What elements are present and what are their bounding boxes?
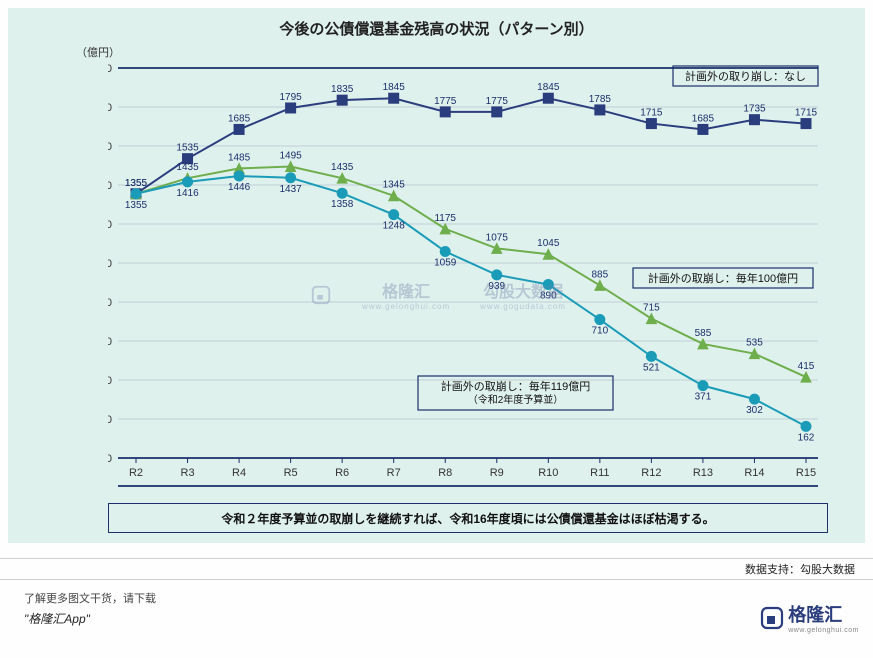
footer-bar: 数据支持： 勾股大数据: [0, 558, 873, 580]
svg-text:1735: 1735: [743, 104, 766, 115]
svg-text:415: 415: [798, 361, 815, 372]
svg-text:1446: 1446: [228, 182, 251, 193]
brand-logo: 格隆汇 www.gelonghui.com: [760, 601, 859, 634]
svg-text:1715: 1715: [795, 108, 818, 119]
chart-caption: 令和２年度予算並の取崩しを継続すれば、令和16年度頃には公債償還基金はほぼ枯渇す…: [108, 503, 828, 533]
svg-text:R3: R3: [181, 467, 195, 479]
svg-text:1435: 1435: [331, 162, 354, 173]
svg-text:521: 521: [643, 362, 660, 373]
svg-text:1845: 1845: [537, 82, 560, 93]
svg-text:1785: 1785: [589, 94, 612, 105]
svg-text:（令和2年度予算並）: （令和2年度予算並）: [468, 393, 564, 406]
footer-data-support-label: 数据支持：: [745, 561, 800, 577]
svg-text:1355: 1355: [125, 200, 148, 211]
svg-text:1485: 1485: [228, 152, 251, 163]
svg-text:800: 800: [108, 297, 112, 309]
svg-text:1437: 1437: [279, 184, 302, 195]
svg-text:R7: R7: [387, 467, 401, 479]
promo-line-1: 了解更多图文干货，请下载: [24, 590, 156, 606]
svg-text:1400: 1400: [108, 180, 112, 192]
svg-text:1200: 1200: [108, 219, 112, 231]
svg-text:1795: 1795: [279, 92, 302, 103]
svg-text:715: 715: [643, 303, 660, 314]
logo-text: 格隆汇: [788, 605, 842, 625]
svg-text:R6: R6: [335, 467, 349, 479]
svg-text:計画外の取崩し：毎年119億円: 計画外の取崩し：毎年119億円: [441, 379, 591, 393]
svg-text:1775: 1775: [486, 96, 509, 107]
chart-panel: 今後の公債償還基金残高の状況（パターン別） （億円） 0200400600800…: [8, 8, 865, 543]
svg-text:1685: 1685: [692, 113, 715, 124]
svg-text:1345: 1345: [383, 180, 406, 191]
svg-text:R9: R9: [490, 467, 504, 479]
svg-text:1435: 1435: [176, 162, 199, 173]
svg-text:1800: 1800: [108, 102, 112, 114]
svg-text:R14: R14: [744, 467, 764, 479]
svg-text:計画外の取崩し：毎年100億円: 計画外の取崩し：毎年100億円: [648, 271, 798, 285]
svg-text:1248: 1248: [383, 221, 406, 232]
logo-sub: www.gelonghui.com: [788, 627, 859, 634]
svg-text:1775: 1775: [434, 96, 457, 107]
svg-text:1355: 1355: [125, 178, 148, 189]
svg-text:1416: 1416: [176, 188, 199, 199]
svg-text:885: 885: [592, 269, 609, 280]
svg-text:R11: R11: [590, 467, 609, 479]
promo-line-2: "格隆汇App": [24, 610, 90, 627]
svg-text:710: 710: [592, 326, 609, 337]
svg-text:1600: 1600: [108, 141, 112, 153]
svg-text:200: 200: [108, 414, 112, 426]
svg-text:162: 162: [798, 432, 815, 443]
svg-text:R4: R4: [232, 467, 246, 479]
svg-text:939: 939: [488, 281, 505, 292]
svg-text:1495: 1495: [279, 150, 302, 161]
svg-text:R2: R2: [129, 467, 143, 479]
svg-text:2000: 2000: [108, 63, 112, 75]
svg-text:1835: 1835: [331, 84, 354, 95]
svg-text:1000: 1000: [108, 258, 112, 270]
svg-text:890: 890: [540, 290, 557, 301]
svg-text:535: 535: [746, 338, 763, 349]
chart-title: 今後の公債償還基金残高の状況（パターン別）: [8, 8, 865, 39]
svg-text:R8: R8: [438, 467, 452, 479]
footer-data-support-source: 勾股大数据: [800, 561, 855, 577]
svg-text:計画外の取り崩し：なし: 計画外の取り崩し：なし: [685, 69, 806, 83]
svg-text:R15: R15: [796, 467, 816, 479]
svg-text:1715: 1715: [640, 108, 663, 119]
svg-text:302: 302: [746, 405, 763, 416]
line-chart: 0 200 400 600 800 1000 1200 1400 1600 1800 2000 R2 R…: [108, 58, 828, 488]
svg-text:1045: 1045: [537, 238, 560, 249]
svg-text:0: 0: [108, 453, 112, 465]
svg-text:1535: 1535: [176, 143, 199, 154]
svg-text:R5: R5: [284, 467, 298, 479]
svg-text:1685: 1685: [228, 113, 251, 124]
logo-icon: [760, 606, 784, 630]
svg-text:1175: 1175: [434, 213, 456, 224]
svg-text:600: 600: [108, 336, 112, 348]
svg-text:400: 400: [108, 375, 112, 387]
svg-text:R10: R10: [538, 467, 558, 479]
svg-text:R12: R12: [641, 467, 661, 479]
svg-text:1358: 1358: [331, 199, 354, 210]
svg-text:1075: 1075: [486, 232, 509, 243]
svg-text:R13: R13: [693, 467, 713, 479]
svg-text:585: 585: [695, 328, 712, 339]
svg-text:1845: 1845: [383, 82, 406, 93]
svg-text:371: 371: [695, 392, 712, 403]
svg-text:1059: 1059: [434, 257, 457, 268]
